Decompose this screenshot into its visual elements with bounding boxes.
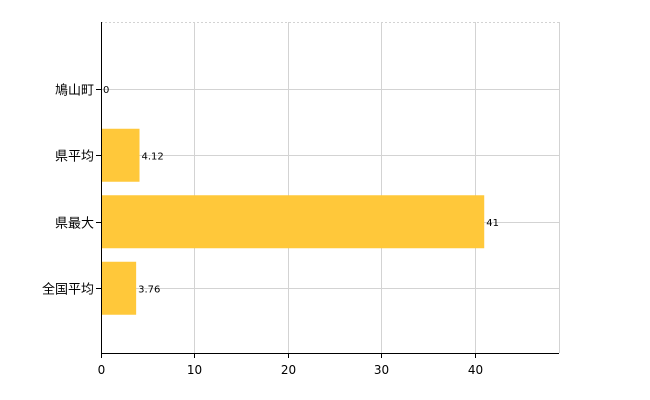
bar-2: [102, 128, 140, 182]
bar-3: [102, 195, 485, 249]
category-label-1: 鳩山町: [55, 84, 94, 99]
x-tick-label-10: 10: [187, 363, 202, 377]
data-label-3: 41: [486, 218, 499, 229]
bar-4: [102, 261, 137, 315]
category-label-3: 県最大: [55, 217, 94, 232]
x-tick-label-0: 0: [98, 363, 106, 377]
x-tick-label-20: 20: [281, 363, 296, 377]
category-label-2: 県平均: [55, 150, 94, 165]
category-label-4: 全国平均: [42, 282, 94, 298]
x-tick-label-30: 30: [374, 363, 389, 377]
data-label-1: 0: [103, 85, 109, 96]
data-label-4: 3.76: [138, 284, 160, 295]
x-tick-label-40: 40: [468, 363, 483, 377]
data-label-2: 4.12: [142, 151, 164, 162]
